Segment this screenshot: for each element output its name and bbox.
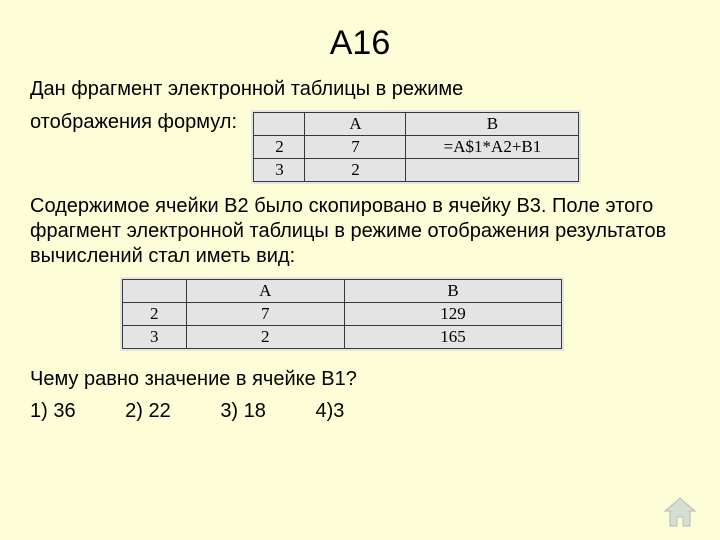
table2-r1-rownum: 3 bbox=[123, 326, 187, 349]
question-text: Чему равно значение в ячейке В1? bbox=[30, 367, 690, 392]
table-row: A B bbox=[254, 113, 579, 136]
table1: A B 2 7 =A$1*A2+B1 3 2 bbox=[253, 112, 579, 182]
table2-wrap: A B 2 7 129 3 2 165 bbox=[120, 277, 564, 351]
table2-r0-a: 7 bbox=[186, 303, 344, 326]
page-title: А16 bbox=[30, 24, 690, 63]
table-row: 2 7 129 bbox=[123, 303, 562, 326]
table2-r1-b: 165 bbox=[345, 326, 562, 349]
table1-h-b: B bbox=[406, 113, 579, 136]
answer-2: 2) 22 bbox=[125, 400, 171, 422]
table1-wrap: A B 2 7 =A$1*A2+B1 3 2 bbox=[251, 110, 581, 184]
answers-row: 1) 36 2) 22 3) 18 4)3 bbox=[30, 400, 690, 423]
table1-r0-a: 7 bbox=[305, 136, 406, 159]
table1-r1-rownum: 3 bbox=[254, 159, 305, 182]
intro-line2: отображения формул: bbox=[30, 110, 237, 135]
table2-r0-rownum: 2 bbox=[123, 303, 187, 326]
table2-h-b: B bbox=[345, 280, 562, 303]
table-row: 2 7 =A$1*A2+B1 bbox=[254, 136, 579, 159]
table-row: A B bbox=[123, 280, 562, 303]
middle-text: Содержимое ячейки В2 было скопировано в … bbox=[30, 194, 690, 269]
answer-1: 1) 36 bbox=[30, 400, 76, 422]
table-row: 3 2 bbox=[254, 159, 579, 182]
answer-3: 3) 18 bbox=[220, 400, 266, 422]
intro-line1: Дан фрагмент электронной таблицы в режим… bbox=[30, 77, 690, 102]
table-row: 3 2 165 bbox=[123, 326, 562, 349]
table2-r0-b: 129 bbox=[345, 303, 562, 326]
slide: А16 Дан фрагмент электронной таблицы в р… bbox=[0, 0, 720, 443]
table2-h-a: A bbox=[186, 280, 344, 303]
table1-r0-rownum: 2 bbox=[254, 136, 305, 159]
home-icon[interactable] bbox=[662, 496, 698, 528]
table2: A B 2 7 129 3 2 165 bbox=[122, 279, 562, 349]
table1-h-a: A bbox=[305, 113, 406, 136]
table1-r1-b bbox=[406, 159, 579, 182]
intro-block: Дан фрагмент электронной таблицы в режим… bbox=[30, 77, 690, 184]
table1-r1-a: 2 bbox=[305, 159, 406, 182]
table1-h-rownum bbox=[254, 113, 305, 136]
table2-h-rownum bbox=[123, 280, 187, 303]
table2-r1-a: 2 bbox=[186, 326, 344, 349]
table1-r0-b: =A$1*A2+B1 bbox=[406, 136, 579, 159]
answer-4: 4)3 bbox=[315, 400, 344, 422]
